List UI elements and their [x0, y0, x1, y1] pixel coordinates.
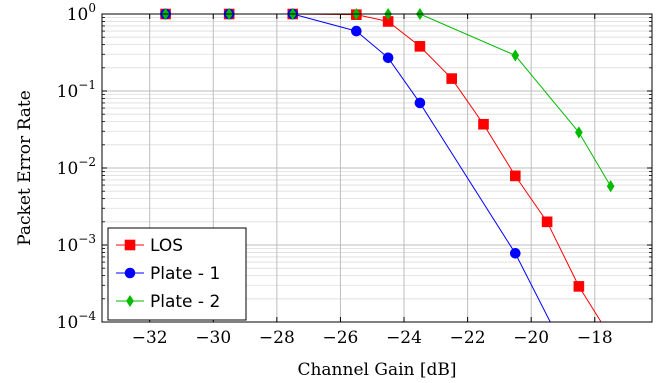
x-tick-label: −30 — [195, 328, 231, 348]
y-tick-label: 10−3 — [57, 232, 96, 256]
y-tick-label: 10−4 — [57, 309, 97, 333]
legend-label-plate-2: Plate - 2 — [150, 292, 220, 312]
data-point-plate-1 — [351, 25, 362, 37]
x-tick-label: −28 — [259, 328, 295, 348]
legend-marker-plate-2 — [126, 294, 134, 308]
x-tick-label: −32 — [132, 328, 168, 348]
y-axis-label: Packet Error Rate — [15, 90, 35, 246]
x-axis-label: Channel Gain [dB] — [297, 360, 456, 380]
y-tick-labels: 100 10−1 10−2 10−3 10−4 — [57, 1, 97, 333]
data-point-los — [446, 73, 458, 84]
data-point-los — [509, 170, 521, 182]
axis-ticks — [102, 13, 652, 323]
series-line-los — [165, 14, 602, 322]
data-point-plate-1 — [509, 248, 521, 259]
x-tick-label: −22 — [450, 328, 486, 348]
data-point-plate-1 — [382, 52, 394, 64]
x-tick-label: −26 — [322, 328, 358, 348]
series-lines — [165, 14, 612, 322]
data-point-plate-2 — [511, 49, 520, 62]
y-tick-label: 100 — [67, 1, 96, 25]
data-point-los — [573, 281, 585, 292]
x-tick-labels: −32 −30 −28 −26 −24 −22 −20 −18 — [132, 328, 613, 348]
legend-label-plate-1: Plate - 1 — [150, 264, 220, 284]
legend-marker-plate-1 — [124, 267, 136, 279]
legend-label-los: LOS — [150, 236, 183, 256]
data-point-plate-2 — [606, 180, 615, 193]
series-line-plate-2 — [165, 14, 612, 187]
x-tick-label: −20 — [513, 328, 549, 348]
legend: LOS Plate - 1 Plate - 2 — [107, 227, 247, 321]
data-point-plate-1 — [414, 97, 426, 109]
y-tick-label: 10−1 — [57, 78, 96, 102]
series-line-plate-1 — [165, 14, 551, 322]
data-point-los — [478, 118, 489, 130]
legend-marker-los — [124, 239, 136, 251]
data-point-los — [541, 216, 553, 228]
x-tick-label: −24 — [386, 328, 422, 348]
x-tick-label: −18 — [577, 328, 613, 348]
data-point-plate-2 — [575, 126, 583, 139]
y-tick-label: 10−2 — [57, 155, 96, 179]
data-point-los — [414, 41, 426, 52]
